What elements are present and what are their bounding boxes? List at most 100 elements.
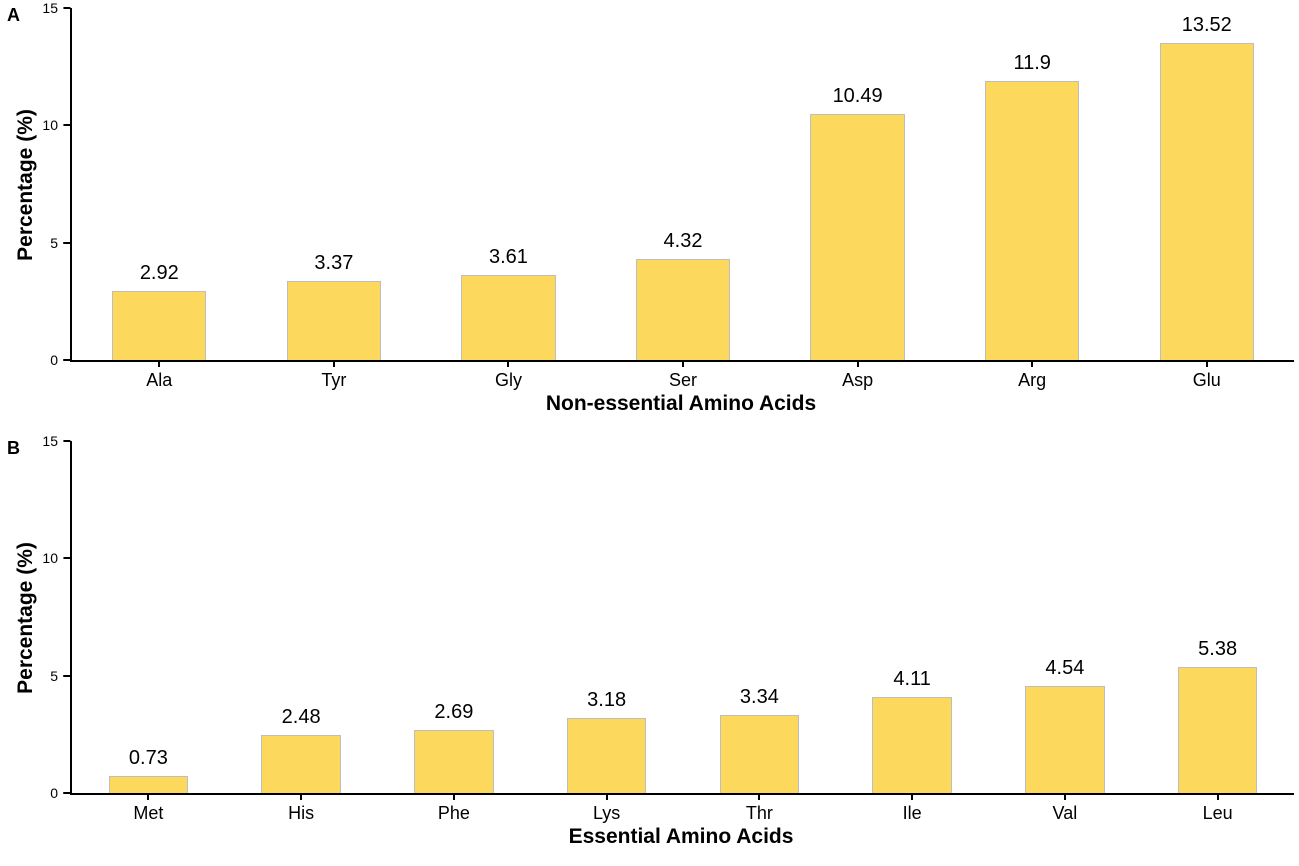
x-tick-label-gly: Gly xyxy=(494,370,522,390)
bar-slot-his: 2.48 xyxy=(225,441,378,793)
bar-slot-tyr: 3.37 xyxy=(247,8,422,360)
bar-slot-lys: 3.18 xyxy=(530,441,683,793)
bar-gly xyxy=(461,275,556,360)
y-tick-10: 10 xyxy=(42,118,70,132)
x-slot-ser: Ser xyxy=(596,360,771,390)
x-tick-mark xyxy=(682,360,685,367)
y-tick-mark xyxy=(63,440,70,442)
panel-a-plot-area: 0 5 10 15 2.92 3.37 3.61 4.32 10.49 11.9 13.52 Al… xyxy=(42,1,1294,390)
x-tick-mark xyxy=(300,793,303,800)
y-tick-label: 0 xyxy=(50,352,58,368)
x-tick-label-ile: Ile xyxy=(902,803,922,823)
x-tick-label-his: His xyxy=(288,803,315,823)
bar-slot-arg: 11.9 xyxy=(945,8,1120,360)
x-slot-leu: Leu xyxy=(1141,793,1294,823)
bar-slot-phe: 2.69 xyxy=(378,441,531,793)
bar-slot-ala: 2.92 xyxy=(72,8,247,360)
bar-slot-ser: 4.32 xyxy=(596,8,771,360)
y-tick-mark xyxy=(63,124,70,127)
bar-value-label-his: 2.48 xyxy=(281,705,321,728)
bar-slot-glu: 13.52 xyxy=(1119,8,1294,360)
bar-ile xyxy=(872,696,952,793)
x-tick-mark xyxy=(1205,360,1208,367)
bar-phe xyxy=(414,729,494,793)
y-tick-label: 5 xyxy=(50,234,58,251)
bar-slot-asp: 10.49 xyxy=(770,8,945,360)
x-tick-label-val: Val xyxy=(1052,803,1078,823)
x-tick-mark xyxy=(856,360,859,367)
y-tick-mark xyxy=(63,359,70,361)
x-slot-thr: Thr xyxy=(683,793,836,823)
bar-met xyxy=(108,775,189,793)
bar-value-label-val: 4.54 xyxy=(1045,657,1085,680)
x-tick-label-tyr: Tyr xyxy=(321,370,347,390)
bar-lys xyxy=(566,718,647,793)
x-tick-mark xyxy=(1063,793,1066,800)
y-tick-10: 10 xyxy=(42,551,70,565)
bar-value-label-tyr: 3.37 xyxy=(314,251,354,274)
x-slot-ile: Ile xyxy=(836,793,989,823)
bar-value-label-leu: 5.38 xyxy=(1198,637,1238,660)
x-tick-mark xyxy=(332,360,335,367)
x-tick-mark xyxy=(158,360,161,367)
bar-arg xyxy=(985,80,1080,360)
panel-b-x-axis: Met His Phe Lys Thr Ile Val Leu xyxy=(72,793,1294,823)
x-tick-label-lys: Lys xyxy=(592,803,621,823)
bar-value-label-ser: 4.32 xyxy=(663,229,703,252)
bar-value-label-thr: 3.34 xyxy=(739,685,779,708)
y-tick-0: 0 xyxy=(50,786,70,800)
x-tick-label-leu: Leu xyxy=(1202,803,1233,823)
x-tick-mark xyxy=(1216,793,1219,800)
panel-b-x-axis-title: Essential Amino Acids xyxy=(568,825,794,848)
y-tick-15: 15 xyxy=(42,1,70,15)
y-tick-label: 5 xyxy=(50,667,58,684)
bar-thr xyxy=(719,714,800,793)
bar-his xyxy=(261,734,341,793)
x-slot-asp: Asp xyxy=(770,360,945,390)
y-tick-label: 0 xyxy=(50,785,58,801)
x-slot-glu: Glu xyxy=(1119,360,1294,390)
bar-value-label-met: 0.73 xyxy=(128,746,168,769)
panel-a-bars: 2.92 3.37 3.61 4.32 10.49 11.9 13.52 xyxy=(72,8,1294,360)
y-tick-15: 15 xyxy=(42,434,70,448)
x-tick-mark xyxy=(758,793,761,800)
x-slot-gly: Gly xyxy=(421,360,596,390)
x-tick-label-met: Met xyxy=(133,803,164,823)
y-tick-5: 5 xyxy=(50,669,70,683)
bar-ala xyxy=(112,291,207,360)
bar-ser xyxy=(635,258,731,360)
x-slot-val: Val xyxy=(989,793,1142,823)
bar-value-label-gly: 3.61 xyxy=(488,246,528,269)
x-tick-label-phe: Phe xyxy=(437,803,470,823)
bar-value-label-asp: 10.49 xyxy=(832,84,883,107)
x-tick-label-thr: Thr xyxy=(745,803,773,823)
bar-slot-met: 0.73 xyxy=(72,441,225,793)
bar-value-label-ala: 2.92 xyxy=(139,262,179,285)
x-tick-mark xyxy=(605,793,608,800)
x-tick-mark xyxy=(147,793,150,800)
bar-slot-ile: 4.11 xyxy=(836,441,989,793)
bar-val xyxy=(1025,686,1105,793)
x-tick-mark xyxy=(1031,360,1034,367)
bar-slot-leu: 5.38 xyxy=(1141,441,1294,793)
bar-value-label-lys: 3.18 xyxy=(587,689,627,712)
y-tick-label: 10 xyxy=(42,117,58,134)
x-slot-lys: Lys xyxy=(530,793,683,823)
panel-b-bars: 0.73 2.48 2.69 3.18 3.34 4.11 4.54 5.38 xyxy=(72,441,1294,793)
x-slot-phe: Phe xyxy=(378,793,531,823)
y-tick-mark xyxy=(63,557,70,560)
panel-a-x-axis-title: Non-essential Amino Acids xyxy=(545,392,817,415)
bar-glu xyxy=(1159,42,1254,360)
x-slot-met: Met xyxy=(72,793,225,823)
x-slot-ala: Ala xyxy=(72,360,247,390)
y-tick-label: 15 xyxy=(42,433,58,449)
panel-a-x-axis: Ala Tyr Gly Ser Asp Arg Glu xyxy=(72,360,1294,390)
panel-b-y-axis-label: Percentage (%) xyxy=(14,542,37,694)
bar-value-label-arg: 11.9 xyxy=(1013,51,1051,74)
y-tick-label: 15 xyxy=(42,0,58,16)
bar-value-label-phe: 2.69 xyxy=(434,700,474,723)
y-tick-mark xyxy=(63,7,70,9)
y-tick-mark xyxy=(63,674,70,677)
x-slot-arg: Arg xyxy=(945,360,1120,390)
